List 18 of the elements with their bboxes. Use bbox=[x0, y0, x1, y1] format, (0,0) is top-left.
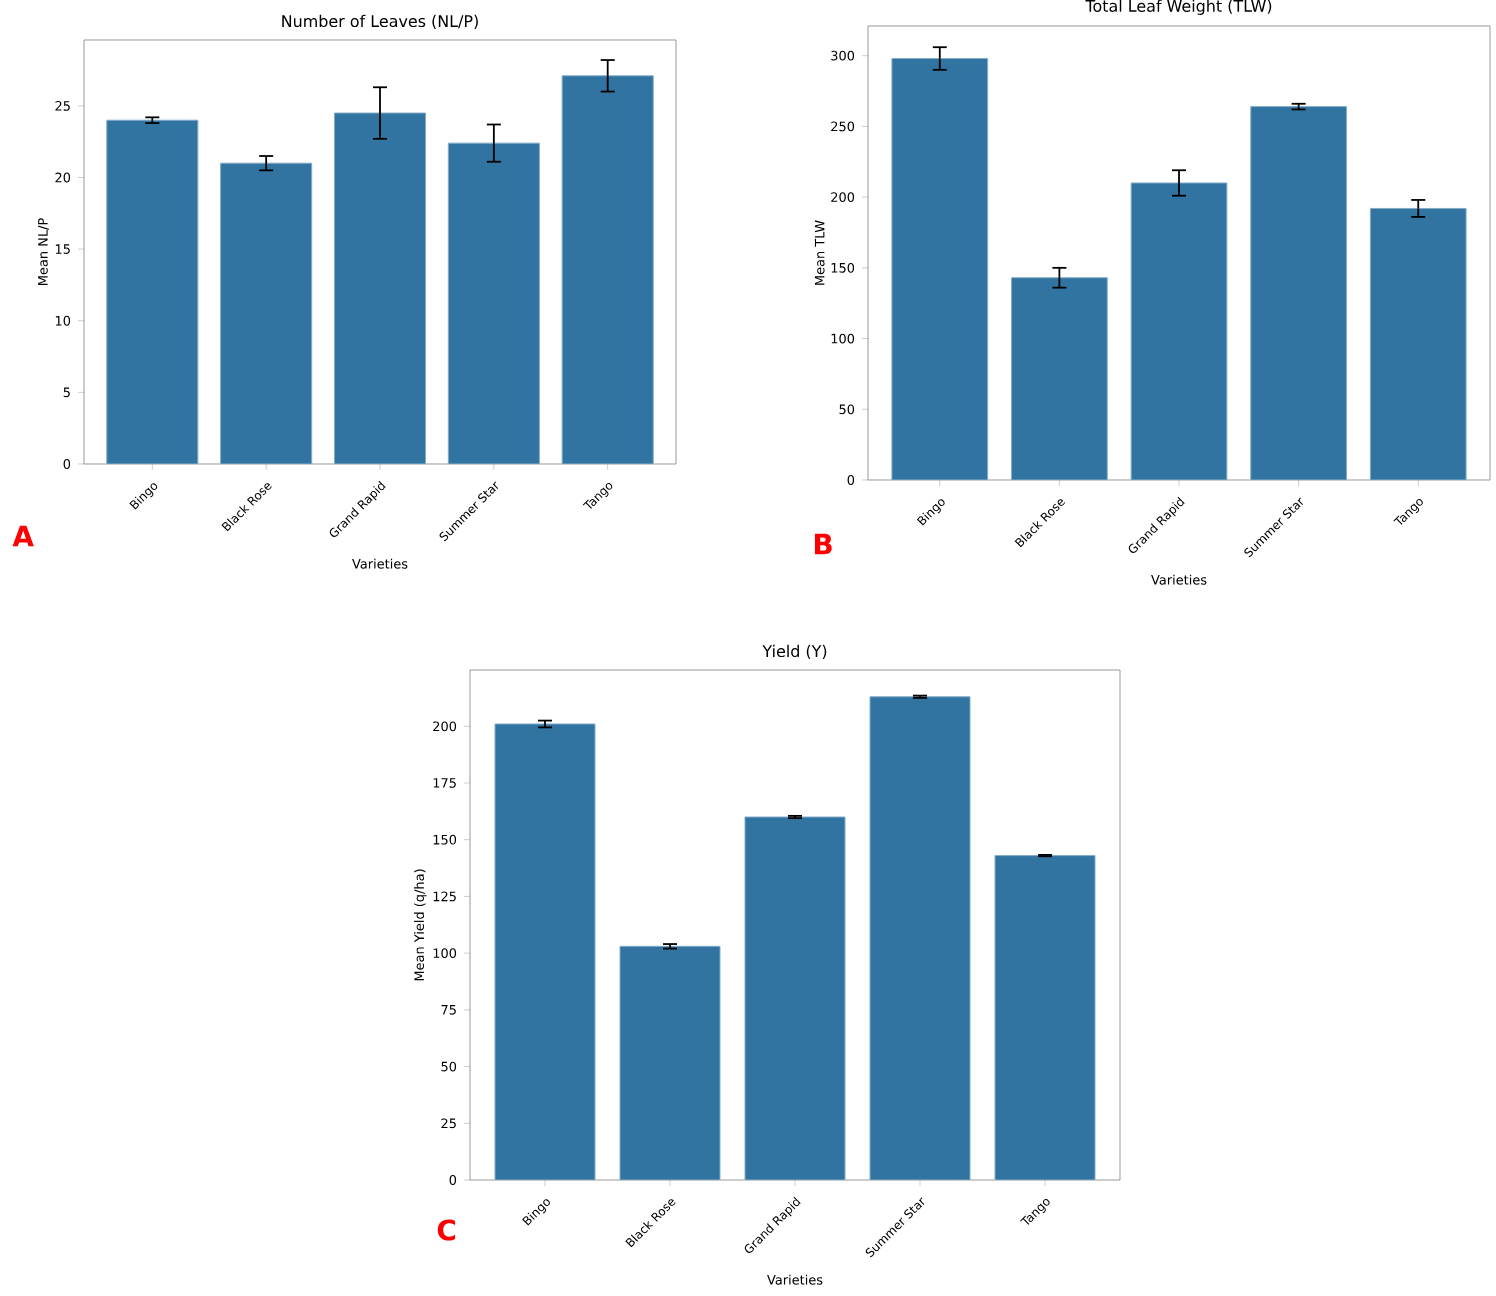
bar bbox=[745, 817, 846, 1180]
bar bbox=[891, 58, 989, 480]
bar bbox=[1130, 182, 1228, 480]
bar bbox=[1369, 207, 1467, 480]
text: A bbox=[12, 525, 34, 547]
bar bbox=[106, 119, 199, 464]
bar bbox=[495, 723, 596, 1180]
bar bbox=[561, 75, 654, 464]
bar bbox=[994, 855, 1096, 1180]
bar bbox=[1250, 106, 1347, 480]
bar bbox=[1011, 277, 1108, 480]
bar bbox=[220, 162, 313, 464]
bar bbox=[620, 946, 721, 1180]
bar bbox=[870, 696, 971, 1180]
text: B bbox=[814, 533, 832, 555]
text: C bbox=[437, 1219, 456, 1241]
bar bbox=[333, 112, 427, 464]
bar bbox=[447, 142, 540, 464]
